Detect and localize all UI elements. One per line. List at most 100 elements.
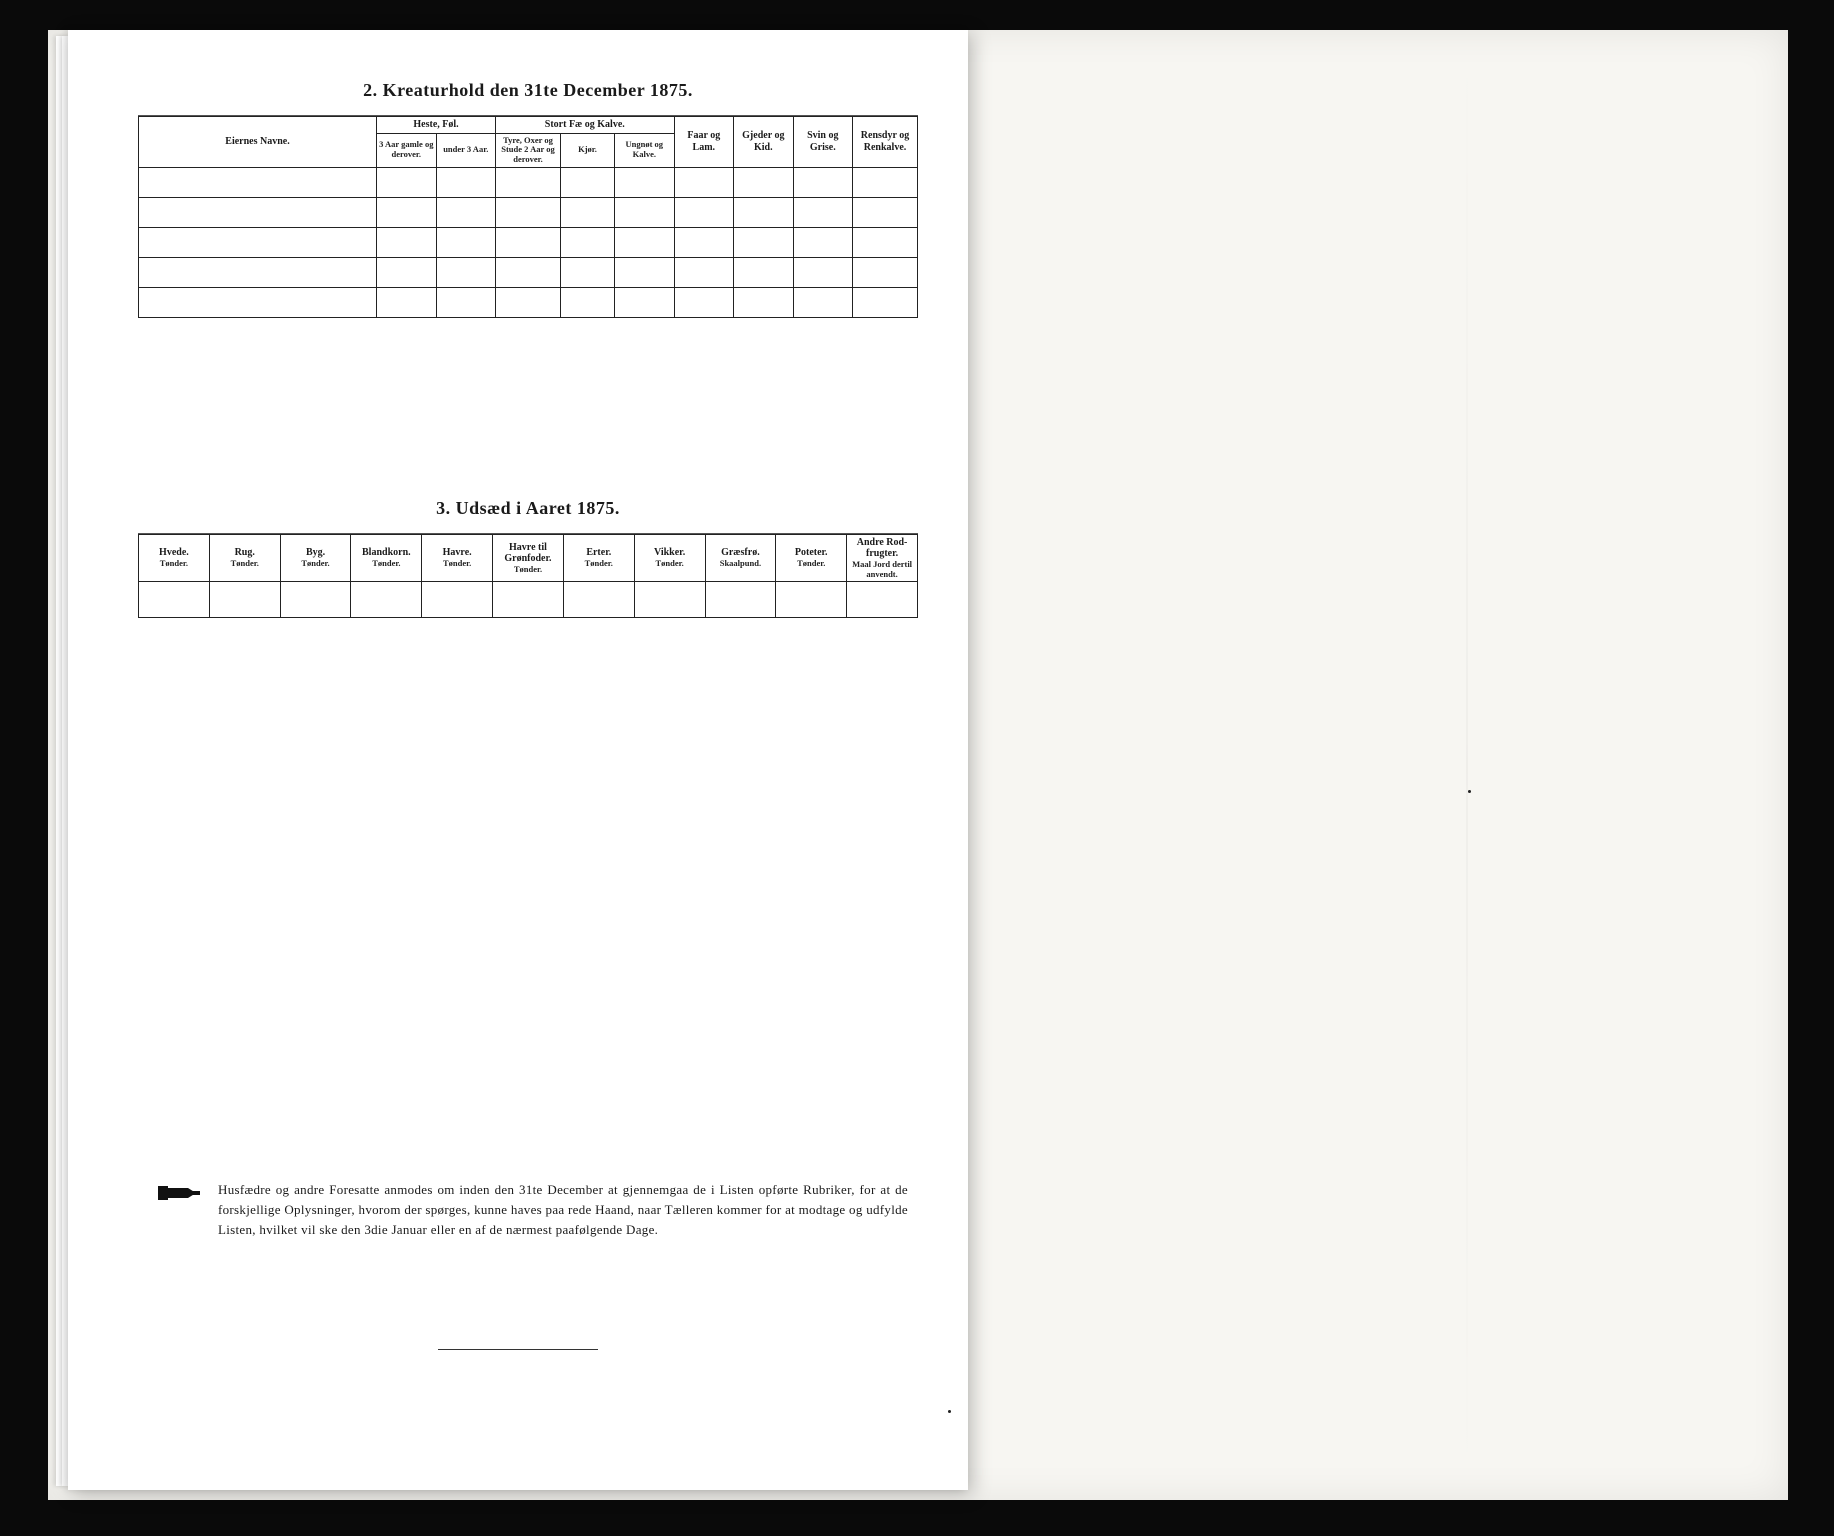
table-cell: [139, 257, 377, 287]
col-header-label: Havre til Grønfoder.: [495, 542, 561, 565]
col-8: Græsfrø.Skaalpund.: [705, 534, 776, 582]
section-3-title: 3. Udsæd i Aaret 1875.: [138, 498, 918, 519]
col-horses-under3: under 3 Aar.: [436, 133, 496, 167]
table-cell: [139, 197, 377, 227]
table-cell: [853, 227, 918, 257]
col-pigs: Svin og Grise.: [793, 117, 853, 168]
table-cell: [436, 227, 496, 257]
table-cell: [634, 582, 705, 618]
col-horses-3yr: 3 Aar gamle og derover.: [377, 133, 437, 167]
table-cell: [560, 227, 614, 257]
table-cell: [674, 257, 734, 287]
table-cell: [853, 197, 918, 227]
col-group-cattle: Stort Fæ og Kalve.: [496, 117, 675, 134]
table-cell: [853, 257, 918, 287]
table-cell: [436, 197, 496, 227]
scan-speck: [948, 1410, 951, 1413]
table-cell: [776, 582, 847, 618]
scan-background: 2. Kreaturhold den 31te December 1875. E…: [48, 30, 1788, 1500]
table-cell: [615, 287, 675, 317]
table-cell: [793, 197, 853, 227]
col-0: Hvede.Tønder.: [139, 534, 210, 582]
table-cell: [139, 287, 377, 317]
col-calves: Ungnøt og Kalve.: [615, 133, 675, 167]
table-cell: [139, 167, 377, 197]
table-cell: [674, 167, 734, 197]
table-cell: [377, 167, 437, 197]
table-cell: [560, 167, 614, 197]
table-cell: [139, 582, 210, 618]
table-cell: [615, 257, 675, 287]
col-4: Havre.Tønder.: [422, 534, 493, 582]
table-cell: [436, 287, 496, 317]
table-cell: [496, 257, 561, 287]
col-unit-label: Skaalpund.: [708, 559, 774, 569]
footnote-text: Husfædre og andre Foresatte anmodes om i…: [218, 1180, 908, 1240]
table-cell: [377, 227, 437, 257]
table-cell: [280, 582, 351, 618]
col-sheep: Faar og Lam.: [674, 117, 734, 168]
col-unit-label: Tønder.: [495, 565, 561, 575]
col-unit-label: Tønder.: [424, 559, 490, 569]
section-2-title: 2. Kreaturhold den 31te December 1875.: [138, 80, 918, 101]
livestock-table: Eiernes Navne. Heste, Føl. Stort Fæ og K…: [138, 116, 918, 318]
table-cell: [853, 287, 918, 317]
table-cell: [139, 227, 377, 257]
table-row: [139, 257, 918, 287]
table-cell: [734, 167, 794, 197]
table-cell: [351, 582, 422, 618]
col-group-horses: Heste, Føl.: [377, 117, 496, 134]
col-unit-label: Tønder.: [566, 559, 632, 569]
col-unit-label: Tønder.: [141, 559, 207, 569]
table-cell: [674, 287, 734, 317]
table-cell: [377, 197, 437, 227]
table-cell: [496, 197, 561, 227]
col-7: Vikker.Tønder.: [634, 534, 705, 582]
col-unit-label: Tønder.: [283, 559, 349, 569]
table-cell: [615, 167, 675, 197]
table-cell: [209, 582, 280, 618]
col-5: Havre til Grønfoder.Tønder.: [493, 534, 564, 582]
pointing-hand-icon: [158, 1182, 202, 1204]
end-rule: [438, 1349, 598, 1350]
col-2: Byg.Tønder.: [280, 534, 351, 582]
table-cell: [436, 167, 496, 197]
table-cell: [560, 257, 614, 287]
col-unit-label: Tønder.: [778, 559, 844, 569]
footnote-block: Husfædre og andre Foresatte anmodes om i…: [158, 1180, 908, 1240]
table-cell: [496, 167, 561, 197]
col-owner-name: Eiernes Navne.: [139, 117, 377, 168]
table-cell: [496, 227, 561, 257]
table-cell: [847, 582, 918, 618]
table-cell: [377, 287, 437, 317]
table-cell: [377, 257, 437, 287]
col-cows: Kjør.: [560, 133, 614, 167]
col-1: Rug.Tønder.: [209, 534, 280, 582]
table-cell: [793, 287, 853, 317]
table-row: [139, 582, 918, 618]
col-10: Andre Rod-frugter.Maal Jord dertil anven…: [847, 534, 918, 582]
col-unit-label: Tønder.: [637, 559, 703, 569]
col-6: Erter.Tønder.: [563, 534, 634, 582]
table-row: [139, 167, 918, 197]
col-bulls-oxen: Tyre, Oxer og Stude 2 Aar og derover.: [496, 133, 561, 167]
col-unit-label: Tønder.: [212, 559, 278, 569]
table-cell: [674, 227, 734, 257]
table-cell: [734, 227, 794, 257]
col-9: Poteter.Tønder.: [776, 534, 847, 582]
table-cell: [853, 167, 918, 197]
col-unit-label: Tønder.: [353, 559, 419, 569]
scan-speck: [1468, 790, 1471, 793]
table-cell: [734, 257, 794, 287]
table-cell: [493, 582, 564, 618]
table-cell: [560, 197, 614, 227]
col-3: Blandkorn.Tønder.: [351, 534, 422, 582]
table-row: [139, 197, 918, 227]
form-sheet: 2. Kreaturhold den 31te December 1875. E…: [68, 30, 968, 1490]
table-cell: [793, 257, 853, 287]
col-reindeer: Rensdyr og Renkalve.: [853, 117, 918, 168]
table-cell: [560, 287, 614, 317]
table-cell: [422, 582, 493, 618]
col-header-label: Andre Rod-frugter.: [849, 537, 915, 560]
table-cell: [793, 227, 853, 257]
